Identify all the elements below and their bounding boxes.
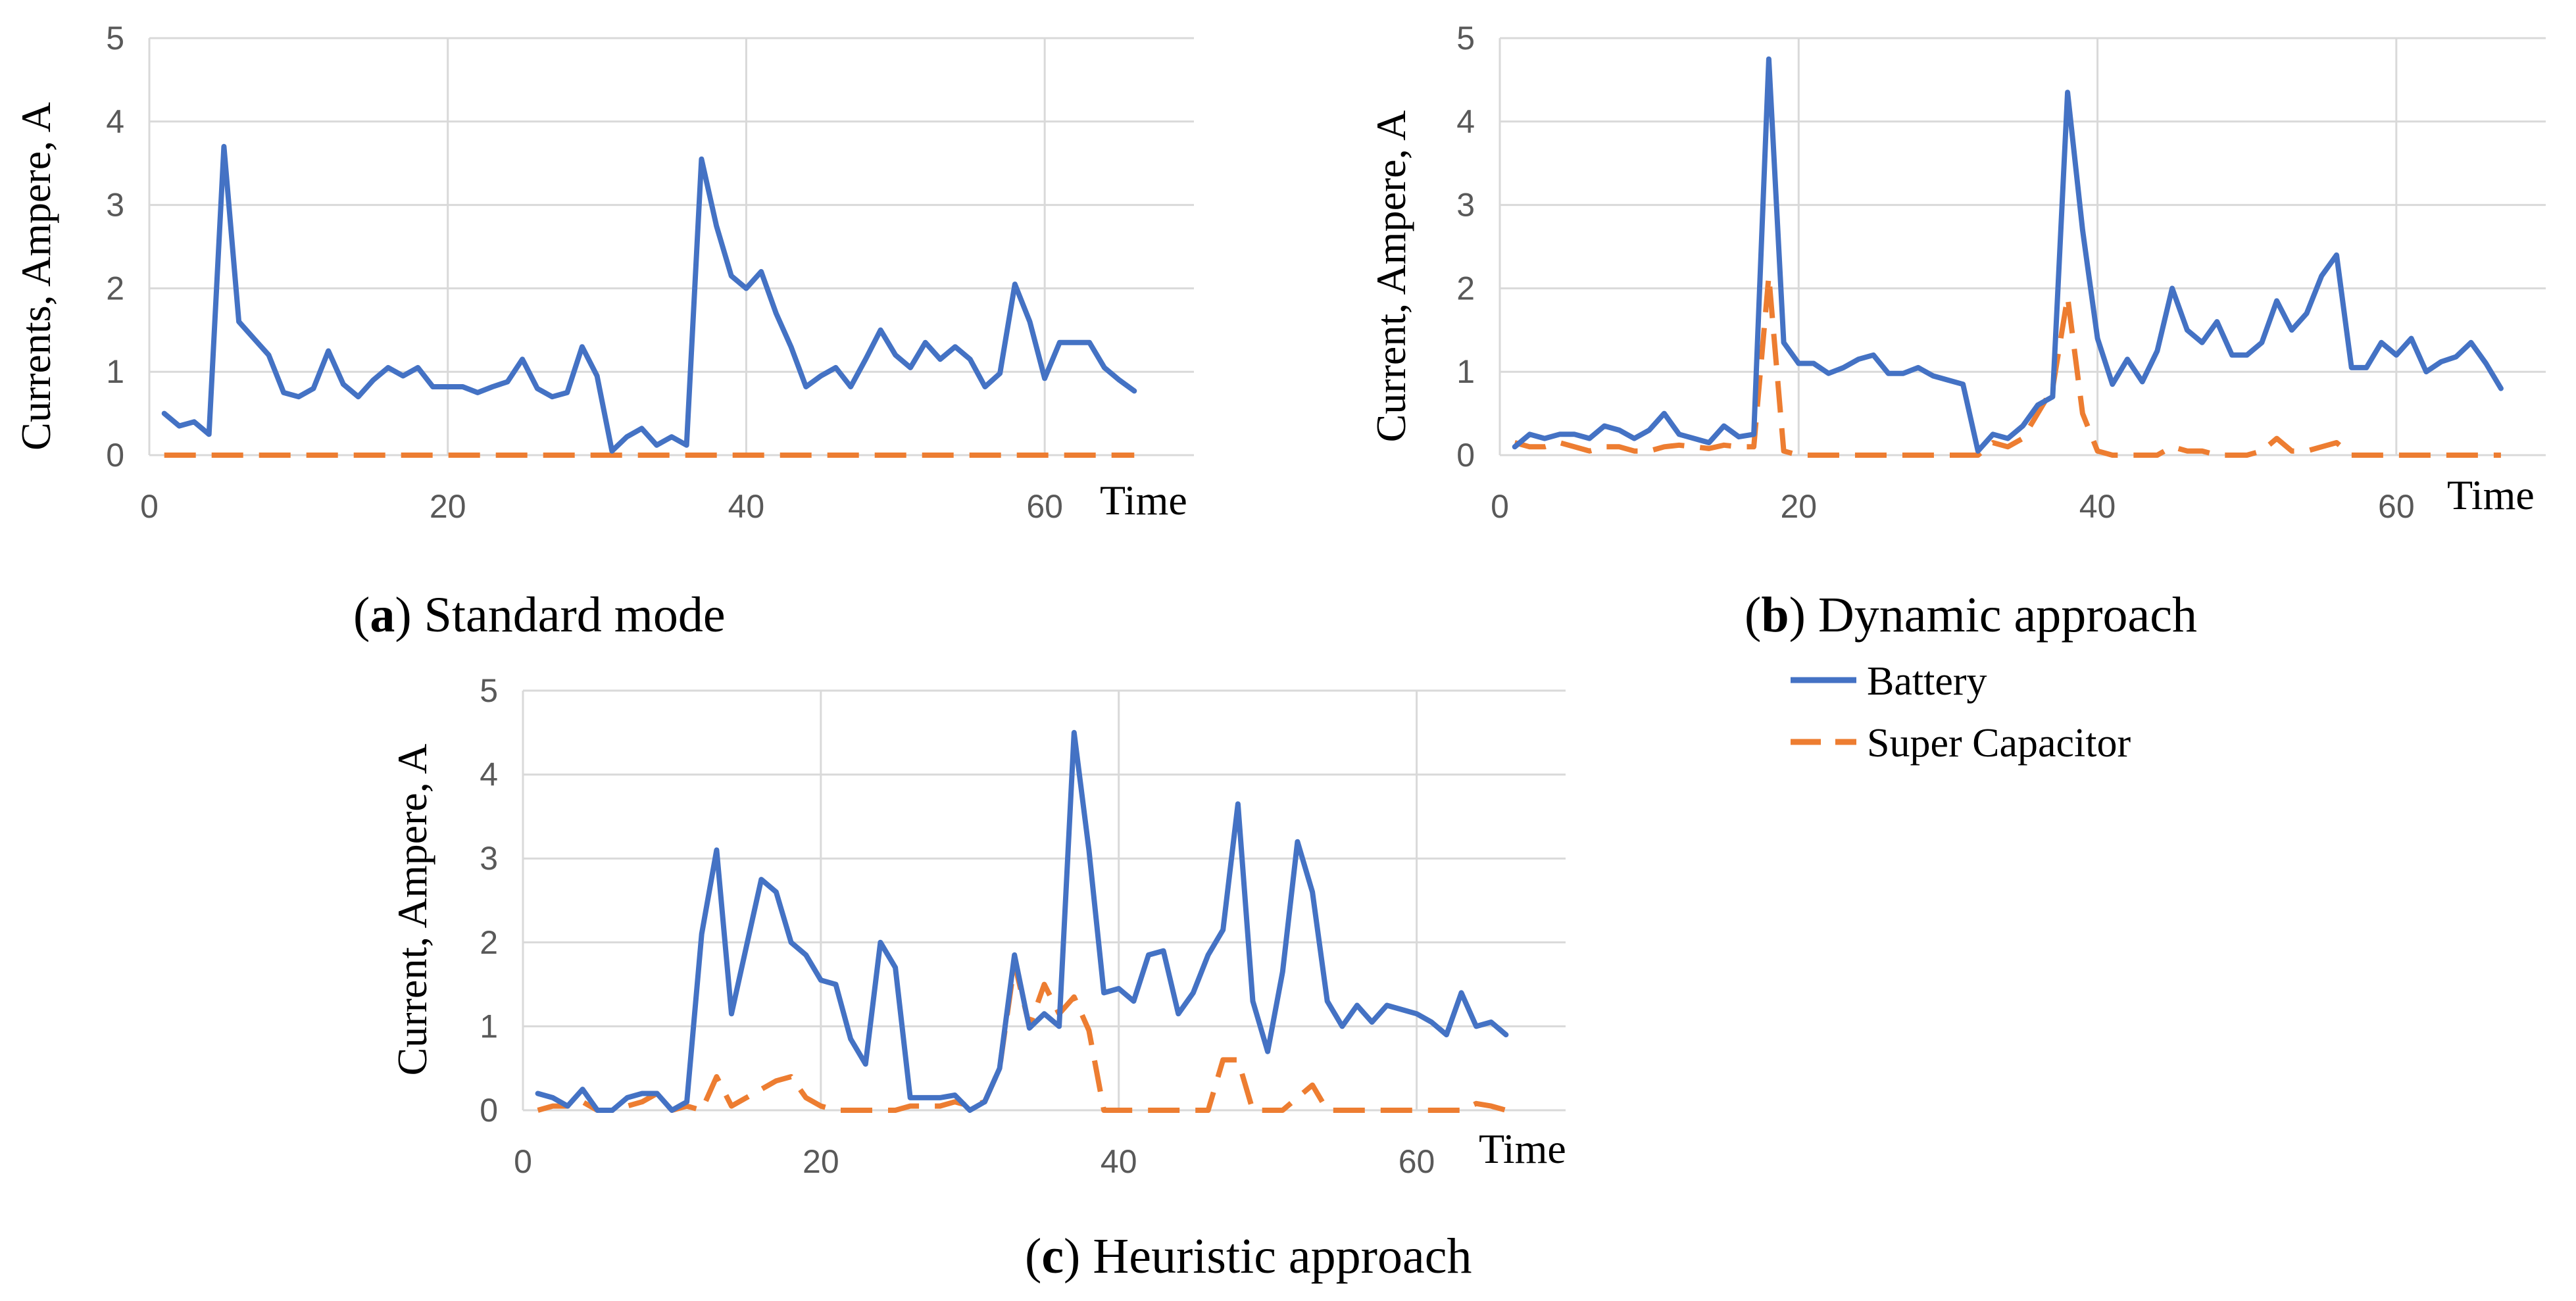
panel-b-caption: (b) Dynamic approach bbox=[1745, 587, 2197, 643]
panel-a-caption-open: ( bbox=[353, 587, 370, 643]
panel-b-ylabel: Current, Ampere, A bbox=[1368, 110, 1414, 443]
panel-a-series-battery bbox=[161, 143, 1137, 454]
panel-a-xtick-label: 0 bbox=[140, 488, 159, 525]
panel-b-ytick-label: 1 bbox=[1456, 353, 1475, 390]
panel-c-ytick-label: 3 bbox=[480, 840, 498, 877]
panel-c-caption-text: ) Heuristic approach bbox=[1064, 1229, 1472, 1284]
panel-a-ylabel: Currents, Ampere, A bbox=[12, 102, 59, 451]
panel-a-ytick-label: 4 bbox=[106, 103, 124, 140]
panel-c-ytick-label: 4 bbox=[480, 756, 498, 793]
panel-a-xtick-label: 60 bbox=[1026, 488, 1063, 525]
panel-b-series-battery bbox=[1512, 56, 2504, 454]
panel-c-xtick-label: 0 bbox=[514, 1143, 532, 1180]
panel-b-ytick-label: 3 bbox=[1456, 187, 1475, 224]
panel-c-caption: (c) Heuristic approach bbox=[1025, 1229, 1472, 1284]
panel-c-xtick-label: 60 bbox=[1399, 1143, 1435, 1180]
panel-c-xtick-label: 40 bbox=[1101, 1143, 1137, 1180]
panel-c-series-super-capacitor bbox=[537, 960, 1507, 1113]
panel-b-ytick-label: 5 bbox=[1456, 20, 1475, 57]
panel-c-ticks: 0 1 2 3 4 5 0 20 40 60 bbox=[480, 672, 1435, 1180]
panel-a-ticks: 0 1 2 3 4 5 0 20 40 60 bbox=[106, 20, 1063, 525]
panel-c-ylabel: Current, Ampere, A bbox=[389, 744, 435, 1076]
panel-b-caption-text: ) Dynamic approach bbox=[1789, 587, 2197, 643]
panel-b-dynamic-approach: 0 1 2 3 4 5 0 20 40 60 Current, Ampere, A Time (b… bbox=[1368, 20, 2546, 643]
panel-a-caption: (a) Standard mode bbox=[353, 587, 726, 643]
panel-c-ytick-label: 1 bbox=[480, 1008, 498, 1044]
panel-c-caption-open: ( bbox=[1025, 1229, 1041, 1284]
panel-a-ytick-label: 5 bbox=[106, 20, 124, 57]
panel-c-series-battery bbox=[535, 729, 1509, 1113]
panel-a-xlabel: Time bbox=[1100, 477, 1187, 524]
panel-c-heuristic-approach: 0 1 2 3 4 5 0 20 40 60 Current, Ampere, A Time (c… bbox=[389, 672, 1566, 1284]
panel-a-caption-text: ) Standard mode bbox=[395, 587, 725, 643]
panel-c-ytick-label: 0 bbox=[480, 1092, 498, 1129]
panel-c-ytick-label: 5 bbox=[480, 672, 498, 709]
panel-b-xtick-label: 0 bbox=[1491, 488, 1509, 525]
panel-c-series bbox=[535, 729, 1509, 1113]
panel-b-caption-open: ( bbox=[1745, 587, 1761, 643]
panel-c-xtick-label: 20 bbox=[803, 1143, 839, 1180]
panel-a-standard-mode: 0 1 2 3 4 5 0 20 40 60 Currents, Ampere, A Time (… bbox=[12, 20, 1194, 643]
panel-b-ticks: 0 1 2 3 4 5 0 20 40 60 bbox=[1456, 20, 2414, 525]
panel-b-ytick-label: 0 bbox=[1456, 437, 1475, 474]
panel-b-series bbox=[1512, 56, 2504, 458]
panel-a-ytick-label: 3 bbox=[106, 187, 124, 224]
panel-b-xtick-label: 60 bbox=[2378, 488, 2415, 525]
legend-super-capacitor-label: Super Capacitor bbox=[1867, 721, 2131, 766]
panel-a-series bbox=[161, 143, 1137, 458]
panel-c-xlabel: Time bbox=[1479, 1125, 1566, 1172]
panel-b-series-super-capacitor bbox=[1514, 273, 2501, 458]
panel-b-gridlines bbox=[1499, 37, 2546, 456]
legend-battery-label: Battery bbox=[1867, 659, 1987, 704]
panel-b-xlabel: Time bbox=[2447, 472, 2535, 518]
panel-b-xtick-label: 20 bbox=[1780, 488, 1817, 525]
panel-a-caption-letter: a bbox=[370, 587, 395, 643]
panel-c-caption-letter: c bbox=[1041, 1229, 1064, 1284]
panel-a-ytick-label: 2 bbox=[106, 270, 124, 307]
panel-b-ytick-label: 2 bbox=[1456, 270, 1475, 307]
panel-a-xtick-label: 40 bbox=[728, 488, 765, 525]
panel-c-gridlines bbox=[522, 689, 1566, 1112]
panel-b-caption-letter: b bbox=[1761, 587, 1789, 643]
panel-b-ytick-label: 4 bbox=[1456, 103, 1475, 140]
panel-a-ytick-label: 1 bbox=[106, 353, 124, 390]
panel-b-xtick-label: 40 bbox=[2079, 488, 2116, 525]
panel-a-xtick-label: 20 bbox=[430, 488, 466, 525]
legend: Battery Super Capacitor bbox=[1791, 659, 2131, 766]
panel-a-ytick-label: 0 bbox=[106, 437, 124, 474]
panel-c-ytick-label: 2 bbox=[480, 924, 498, 961]
